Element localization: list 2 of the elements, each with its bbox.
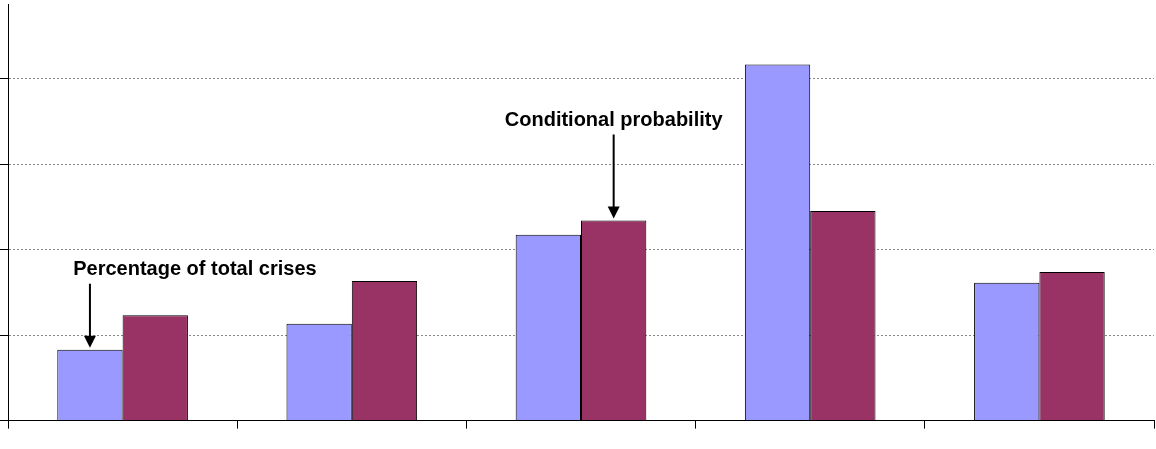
annotation: Percentage of total crises: [73, 257, 317, 280]
annotation: Conditional probability: [504, 108, 724, 131]
